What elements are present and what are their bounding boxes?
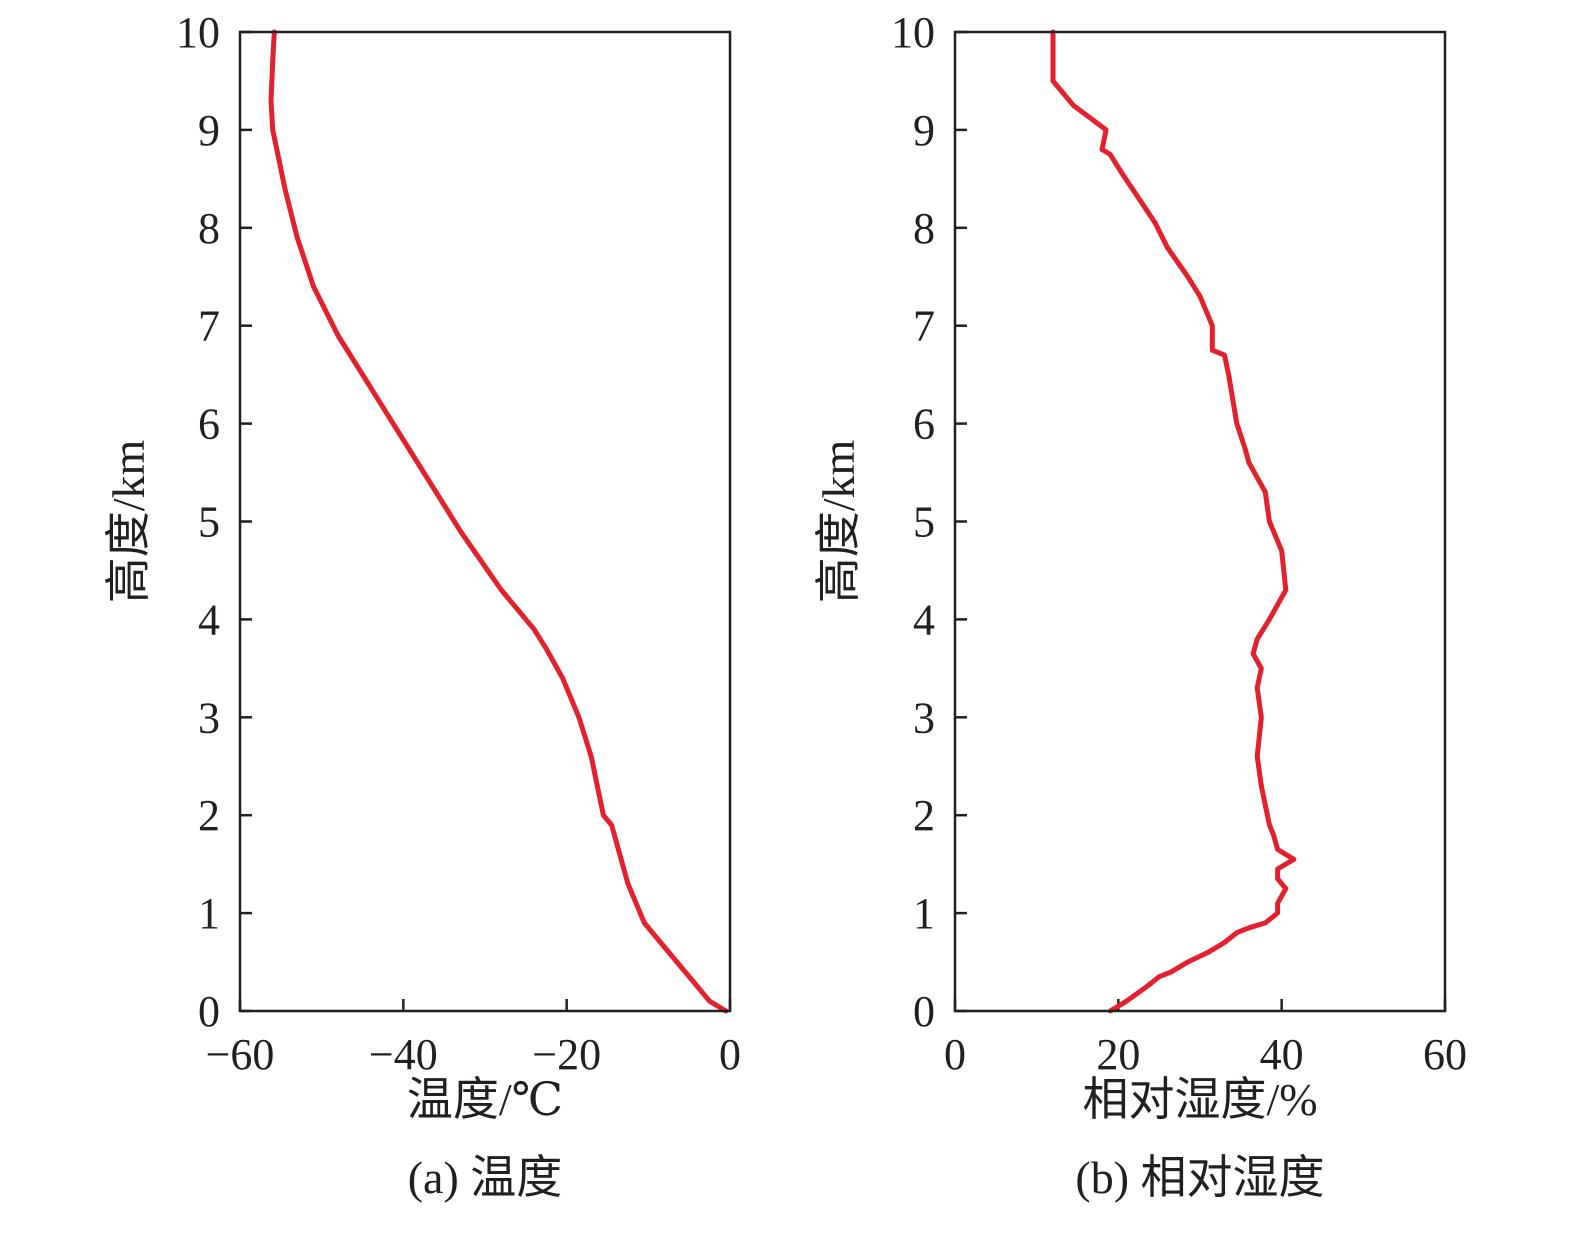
panel-b-y-tick-label: 8 (913, 204, 935, 253)
panel-b-y-tick-label: 0 (913, 987, 935, 1036)
panel-a-y-tick-label: 5 (198, 498, 220, 547)
panel-a-temperature: 0 1 2 3 4 5 6 7 8 9 10 −60 −40 −20 0 高度/km 温度/℃ (a) 温… (103, 8, 741, 1203)
panel-b-y-tick-label: 3 (913, 693, 935, 742)
panel-a-y-tick-label: 8 (198, 204, 220, 253)
panel-a-y-tick-label: 0 (198, 987, 220, 1036)
panel-a-y-tick-label: 10 (176, 8, 220, 57)
panel-a-y-ticks: 0 1 2 3 4 5 6 7 8 9 10 (176, 8, 252, 1036)
panel-a-temperature-line (268, 29, 729, 1014)
panel-a-caption: (a) 温度 (408, 1152, 563, 1203)
panel-a-y-tick-label: 2 (198, 791, 220, 840)
panel-b-x-tick-label: 20 (1096, 1030, 1140, 1079)
panel-b-x-tick-label: 40 (1260, 1030, 1304, 1079)
panel-b-x-tick-label: 60 (1423, 1030, 1467, 1079)
panel-b-y-tick-label: 1 (913, 889, 935, 938)
panel-a-y-tick-label: 3 (198, 693, 220, 742)
panel-a-y-tick-label: 4 (198, 595, 220, 644)
panel-a-plot-frame (238, 30, 732, 1013)
panel-b-y-tick-label: 9 (913, 106, 935, 155)
panel-b-relative-humidity: 0 1 2 3 4 5 6 7 8 9 10 0 20 40 60 高度/km 相对湿度/% (b) 相对… (813, 8, 1467, 1203)
panel-b-x-axis-title: 相对湿度/% (1082, 1074, 1317, 1125)
panel-a-y-tick-label: 7 (198, 302, 220, 351)
panel-b-x-ticks: 0 20 40 60 (944, 999, 1467, 1079)
panel-b-plot-frame (953, 30, 1447, 1013)
panel-b-y-ticks: 0 1 2 3 4 5 6 7 8 9 10 (891, 8, 967, 1036)
panel-b-caption: (b) 相对湿度 (1075, 1152, 1324, 1203)
panel-a-x-tick-label: −20 (532, 1030, 601, 1079)
panel-a-x-tick-label: −40 (369, 1030, 438, 1079)
panel-b-humidity-line (1050, 29, 1297, 1014)
panel-b-y-tick-label: 2 (913, 791, 935, 840)
panel-a-y-tick-label: 9 (198, 106, 220, 155)
panel-a-y-axis-title: 高度/km (103, 440, 154, 604)
panel-a-x-ticks: −60 −40 −20 0 (206, 999, 741, 1079)
panel-b-y-tick-label: 10 (891, 8, 935, 57)
panel-a-y-tick-label: 1 (198, 889, 220, 938)
panel-b-y-tick-label: 7 (913, 302, 935, 351)
panel-b-y-tick-label: 5 (913, 498, 935, 547)
panel-a-y-tick-label: 6 (198, 400, 220, 449)
panel-a-x-tick-label: −60 (206, 1030, 275, 1079)
panel-b-x-tick-label: 0 (944, 1030, 966, 1079)
panel-b-y-tick-label: 6 (913, 400, 935, 449)
panel-a-x-tick-label: 0 (719, 1030, 741, 1079)
panel-a-x-axis-title: 温度/℃ (407, 1074, 563, 1125)
panel-b-y-tick-label: 4 (913, 595, 935, 644)
panel-b-y-axis-title: 高度/km (813, 440, 864, 604)
